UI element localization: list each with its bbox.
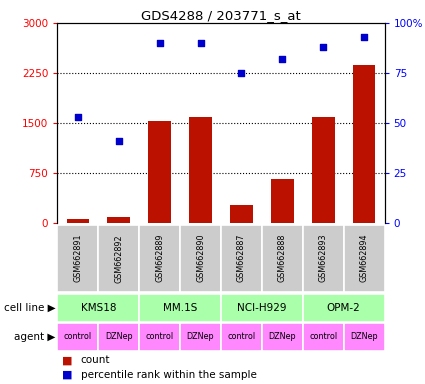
Point [320,44,327,50]
Text: GSM662888: GSM662888 [278,234,287,282]
Bar [221,295,303,322]
Bar [98,323,139,351]
Text: control: control [146,333,174,341]
Point [197,40,204,46]
Bar [353,65,375,223]
Point [361,34,368,40]
Bar [221,323,262,351]
Text: DZNep: DZNep [350,333,378,341]
Bar [139,295,221,322]
Text: control: control [64,333,92,341]
Text: GSM662890: GSM662890 [196,234,205,283]
Text: KMS18: KMS18 [80,303,116,313]
Bar [303,295,385,322]
Text: GSM662892: GSM662892 [114,234,123,283]
Text: control: control [309,333,337,341]
Bar [262,323,303,351]
Bar [271,179,294,223]
Bar [98,225,139,292]
Bar [180,225,221,292]
Text: GSM662891: GSM662891 [74,234,82,283]
Bar [312,117,334,223]
Text: DZNep: DZNep [187,333,214,341]
Text: OPM-2: OPM-2 [327,303,360,313]
Text: GSM662887: GSM662887 [237,234,246,283]
Bar [303,225,344,292]
Text: GSM662893: GSM662893 [319,234,328,283]
Point [74,114,81,120]
Bar [139,225,180,292]
Text: control: control [227,333,255,341]
Text: DZNep: DZNep [269,333,296,341]
Point [279,56,286,62]
Bar [221,225,262,292]
Bar [230,205,253,223]
Text: percentile rank within the sample: percentile rank within the sample [81,370,257,380]
Point [115,138,122,144]
Bar [148,121,171,223]
Bar [57,225,98,292]
Text: count: count [81,356,110,366]
Bar [67,219,89,223]
Text: GSM662894: GSM662894 [360,234,368,283]
Bar [57,323,98,351]
Text: agent ▶: agent ▶ [14,332,55,342]
Bar [303,323,344,351]
Text: MM.1S: MM.1S [163,303,197,313]
Text: GSM662889: GSM662889 [155,234,164,283]
Text: ■: ■ [62,370,72,380]
Text: cell line ▶: cell line ▶ [4,303,55,313]
Bar [57,295,139,322]
Text: DZNep: DZNep [105,333,133,341]
Bar [180,323,221,351]
Text: NCI-H929: NCI-H929 [237,303,286,313]
Bar [139,323,180,351]
Bar [262,225,303,292]
Point [156,40,163,46]
Point [238,70,245,76]
Bar [344,225,385,292]
Bar [189,117,212,223]
Title: GDS4288 / 203771_s_at: GDS4288 / 203771_s_at [141,9,301,22]
Bar [344,323,385,351]
Bar [108,217,130,223]
Text: ■: ■ [62,356,72,366]
